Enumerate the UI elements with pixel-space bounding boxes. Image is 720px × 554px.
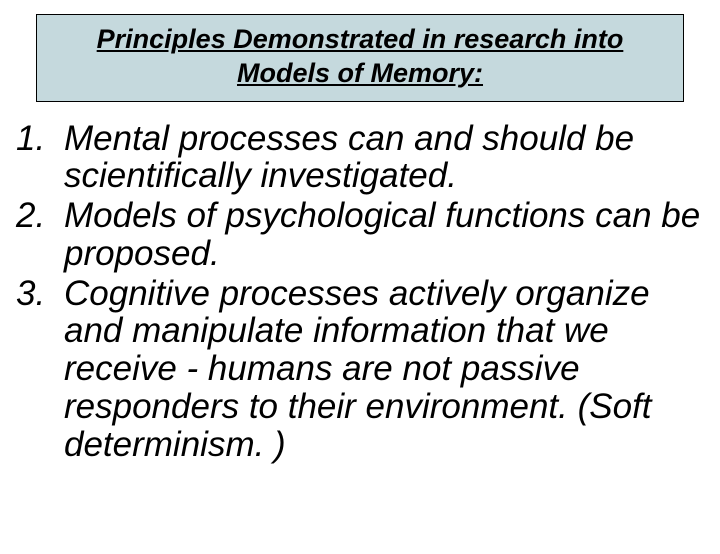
list-item: 1. Mental processes can and should be sc… — [14, 120, 708, 196]
title-box: Principles Demonstrated in research into… — [36, 14, 684, 102]
list-text: Mental processes can and should be scien… — [64, 120, 708, 196]
list-number: 2. — [14, 197, 64, 273]
list-number: 1. — [14, 120, 64, 196]
list-text: Cognitive processes actively organize an… — [64, 275, 708, 464]
list-text: Models of psychological functions can be… — [64, 197, 708, 273]
page-title: Principles Demonstrated in research into… — [55, 23, 665, 91]
list-number: 3. — [14, 275, 64, 464]
list-item: 2. Models of psychological functions can… — [14, 197, 708, 273]
principles-list: 1. Mental processes can and should be sc… — [0, 120, 720, 464]
list-item: 3. Cognitive processes actively organize… — [14, 275, 708, 464]
